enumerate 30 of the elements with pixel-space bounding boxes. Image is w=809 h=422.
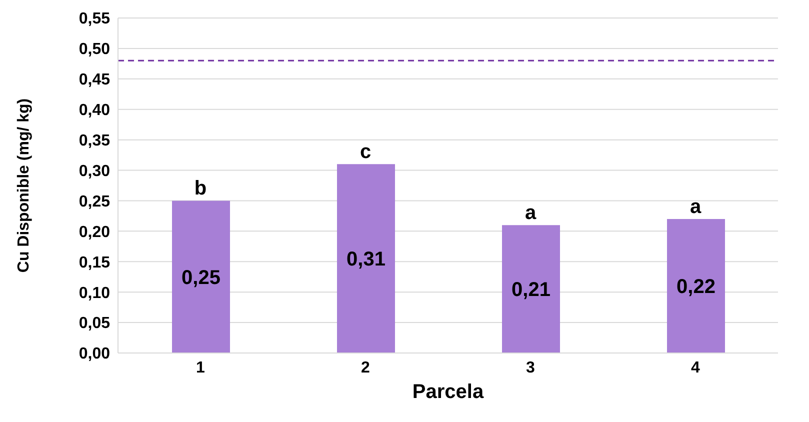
- y-tick-label: 0,45: [78, 72, 110, 89]
- data-label: 0,22: [676, 276, 716, 298]
- y-tick-label: 0,00: [78, 346, 110, 363]
- bar: [502, 225, 560, 353]
- y-tick-label: 0,30: [78, 162, 110, 180]
- y-tick-label: 0,40: [78, 102, 110, 120]
- x-axis-title: Parcela: [412, 381, 484, 403]
- annotation: b: [194, 178, 207, 200]
- y-tick-label: 0,50: [78, 41, 110, 58]
- x-tick-label: 3: [526, 359, 536, 376]
- y-tick-label: 0,10: [78, 284, 110, 302]
- bar: [337, 164, 395, 353]
- x-tick-label: 4: [691, 359, 700, 376]
- y-tick-label: 0,05: [78, 315, 110, 332]
- y-tick-label: 0,15: [78, 254, 110, 272]
- annotation: a: [690, 196, 702, 218]
- y-axis-title: Cu Disponible (mg/ kg): [16, 98, 33, 273]
- x-tick-label: 1: [196, 359, 206, 376]
- bar: [172, 200, 230, 353]
- y-tick-label: 0,55: [78, 10, 110, 28]
- bar: [667, 219, 725, 353]
- y-tick-label: 0,35: [78, 132, 110, 150]
- y-tick-label: 0,20: [78, 224, 110, 241]
- y-tick-label: 0,25: [78, 193, 110, 210]
- annotation: a: [524, 202, 537, 224]
- data-label: 0,25: [182, 266, 220, 289]
- data-label: 0,21: [512, 279, 550, 302]
- data-label: 0,31: [346, 248, 386, 271]
- annotation: c: [360, 141, 372, 164]
- x-tick-label: 2: [361, 359, 370, 376]
